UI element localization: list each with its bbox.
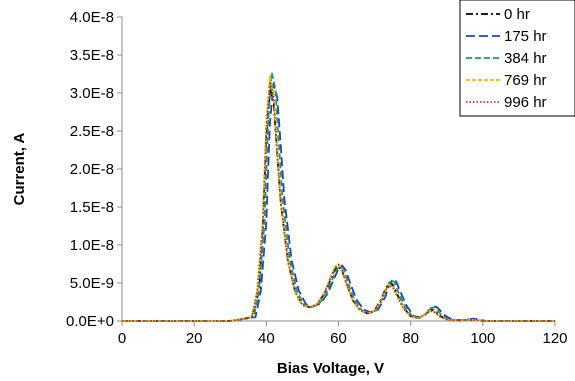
- series-lines: [122, 71, 555, 322]
- x-tick-label: 60: [330, 330, 347, 347]
- plot-area: 0.0E+0 5.0E-9 1.0E-8 1.5E-8 2.0E-8 2.5E-8 3.0E…: [66, 9, 567, 347]
- legend-label: 0 hr: [504, 6, 530, 23]
- x-tick-label: 80: [402, 330, 419, 347]
- y-tick-label: 5.0E-9: [70, 275, 114, 292]
- series-line-0: [122, 88, 555, 322]
- series-line-1: [122, 83, 555, 322]
- y-tick-label: 3.5E-8: [70, 47, 114, 64]
- legend-label: 996 hr: [504, 94, 547, 111]
- x-tick-label: 100: [470, 330, 495, 347]
- x-tick-label: 40: [258, 330, 275, 347]
- y-tick-label: 1.5E-8: [70, 199, 114, 216]
- x-tick-label: 20: [186, 330, 203, 347]
- y-tick-label: 1.0E-8: [70, 237, 114, 254]
- y-tick-label: 2.5E-8: [70, 123, 114, 140]
- y-tick-label: 3.0E-8: [70, 85, 114, 102]
- legend-label: 384 hr: [504, 50, 547, 67]
- y-axis-ticks: 0.0E+0 5.0E-9 1.0E-8 1.5E-8 2.0E-8 2.5E-8 3.0E…: [66, 9, 122, 330]
- x-axis-ticks: 0 20 40 60 80 100 120: [118, 321, 568, 347]
- series-line-2: [122, 71, 555, 322]
- y-tick-label: 0.0E+0: [66, 313, 114, 330]
- series-line-4: [122, 80, 555, 322]
- legend-label: 769 hr: [504, 72, 547, 89]
- x-axis-title: Bias Voltage, V: [277, 360, 384, 377]
- legend-label: 175 hr: [504, 28, 547, 45]
- y-tick-label: 4.0E-8: [70, 9, 114, 26]
- y-tick-label: 2.0E-8: [70, 161, 114, 178]
- x-tick-label: 120: [542, 330, 567, 347]
- legend: 0 hr 175 hr 384 hr 769 hr 996 hr: [459, 0, 575, 117]
- y-axis-title: Current, A: [11, 132, 28, 205]
- x-tick-label: 0: [118, 330, 126, 347]
